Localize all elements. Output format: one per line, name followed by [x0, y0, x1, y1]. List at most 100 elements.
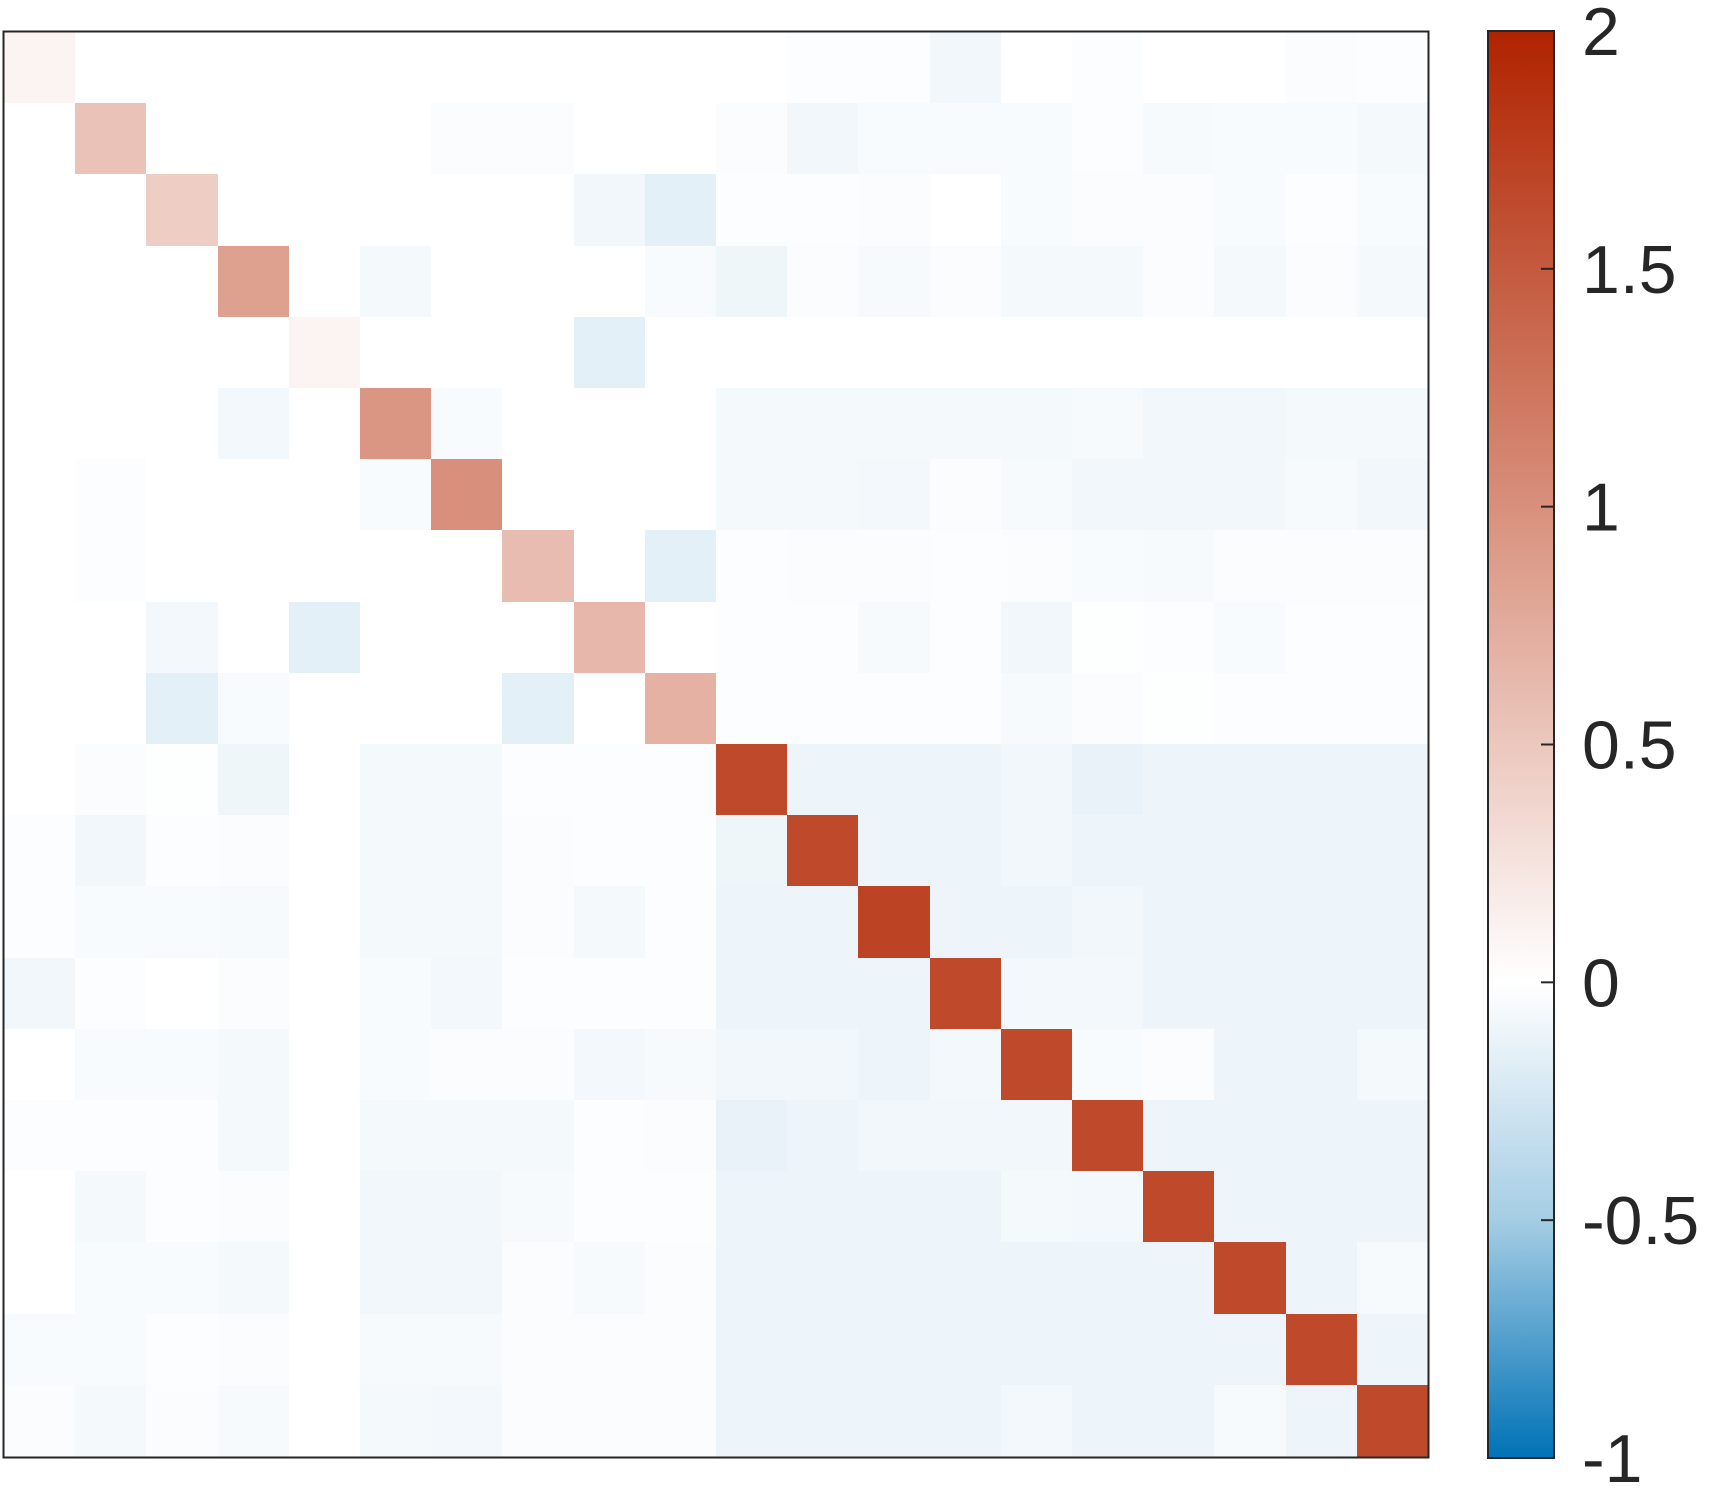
heatmap-cell	[75, 530, 147, 603]
heatmap-cell	[75, 1029, 147, 1101]
heatmap-cell	[1072, 602, 1144, 674]
heatmap-cell	[218, 958, 290, 1030]
heatmap-cell	[502, 530, 575, 603]
heatmap-cell	[787, 246, 859, 318]
heatmap-cell	[4, 174, 76, 247]
heatmap-cell	[502, 602, 575, 674]
heatmap-cell	[787, 317, 859, 389]
heatmap-cell	[289, 1100, 361, 1172]
heatmap-cell	[930, 246, 1002, 318]
heatmap-cell	[502, 174, 575, 247]
heatmap-cell	[1001, 602, 1073, 674]
heatmap-cell	[146, 602, 219, 674]
heatmap-cell	[858, 388, 931, 460]
heatmap-cell	[1357, 32, 1429, 104]
heatmap-cell	[1143, 1314, 1215, 1386]
heatmap-cell	[930, 815, 1002, 887]
heatmap-cell	[289, 388, 361, 460]
heatmap-cell	[574, 1314, 646, 1386]
heatmap-cell	[218, 459, 290, 531]
heatmap-cell	[289, 886, 361, 959]
heatmap-cell	[1001, 673, 1073, 745]
heatmap-cell	[431, 459, 503, 531]
heatmap-cell	[1214, 1029, 1287, 1101]
heatmap-cells	[4, 32, 1429, 1457]
heatmap-cell	[502, 886, 575, 959]
heatmap-cell	[1214, 246, 1287, 318]
heatmap-cell	[1143, 1029, 1215, 1101]
heatmap-cell	[431, 1314, 503, 1386]
heatmap-cell	[75, 1314, 147, 1386]
heatmap-cell	[75, 744, 147, 816]
heatmap-cell	[1072, 317, 1144, 389]
colorbar-tick-label: 1.5	[1582, 232, 1677, 308]
heatmap-cell	[1143, 317, 1215, 389]
heatmap-cell	[645, 174, 717, 247]
heatmap-cell	[218, 886, 290, 959]
heatmap-cell	[716, 459, 788, 531]
heatmap-cell	[1286, 317, 1358, 389]
heatmap-cell	[1286, 1385, 1358, 1457]
heatmap-cell	[431, 1242, 503, 1315]
heatmap-cell	[1357, 459, 1429, 531]
heatmap-cell	[502, 1314, 575, 1386]
heatmap-cell	[1214, 1100, 1287, 1172]
heatmap-cell	[574, 886, 646, 959]
heatmap-cell	[645, 530, 717, 603]
heatmap-cell	[930, 1385, 1002, 1457]
heatmap-cell	[1143, 388, 1215, 460]
heatmap-cell	[1143, 459, 1215, 531]
heatmap-cell	[4, 530, 76, 603]
heatmap-cell	[1143, 958, 1215, 1030]
heatmap-cell	[1286, 246, 1358, 318]
heatmap-cell	[1001, 388, 1073, 460]
heatmap-cell	[4, 1171, 76, 1243]
heatmap-cell	[1357, 958, 1429, 1030]
heatmap-cell	[1357, 744, 1429, 816]
heatmap-cell	[858, 1171, 931, 1243]
heatmap-cell	[218, 317, 290, 389]
heatmap-cell	[716, 32, 788, 104]
heatmap-cell	[1001, 958, 1073, 1030]
heatmap-cell	[574, 958, 646, 1030]
heatmap-cell	[502, 388, 575, 460]
heatmap-cell	[1286, 1100, 1358, 1172]
heatmap-cell	[1214, 1385, 1287, 1457]
heatmap-cell	[1286, 388, 1358, 460]
heatmap-cell	[218, 1171, 290, 1243]
heatmap-cell	[1072, 174, 1144, 247]
heatmap-cell	[1286, 1242, 1358, 1315]
heatmap-cell	[75, 103, 147, 175]
heatmap-cell	[431, 530, 503, 603]
heatmap-cell	[146, 1314, 219, 1386]
heatmap-cell	[1072, 530, 1144, 603]
heatmap-cell	[716, 815, 788, 887]
heatmap-cell	[360, 32, 432, 104]
heatmap-cell	[1214, 886, 1287, 959]
heatmap-cell	[574, 602, 646, 674]
heatmap-cell	[289, 317, 361, 389]
colorbar-tick-label: -0.5	[1582, 1183, 1699, 1259]
heatmap-cell	[289, 602, 361, 674]
heatmap-cell	[4, 1100, 76, 1172]
heatmap-cell	[574, 744, 646, 816]
heatmap-cell	[431, 958, 503, 1030]
heatmap-cell	[146, 246, 219, 318]
heatmap-cell	[716, 530, 788, 603]
heatmap-cell	[360, 103, 432, 175]
heatmap-cell	[930, 1314, 1002, 1386]
heatmap-cell	[716, 1242, 788, 1315]
heatmap-cell	[146, 1242, 219, 1315]
heatmap-cell	[75, 815, 147, 887]
heatmap-cell	[1357, 246, 1429, 318]
heatmap-cell	[787, 1029, 859, 1101]
heatmap-cell	[218, 388, 290, 460]
heatmap-cell	[360, 815, 432, 887]
heatmap-cell	[146, 958, 219, 1030]
heatmap-cell	[858, 1100, 931, 1172]
heatmap-cell	[1357, 886, 1429, 959]
heatmap-cell	[1001, 886, 1073, 959]
heatmap-cell	[1214, 1314, 1287, 1386]
heatmap-cell	[1001, 815, 1073, 887]
heatmap-cell	[1286, 886, 1358, 959]
